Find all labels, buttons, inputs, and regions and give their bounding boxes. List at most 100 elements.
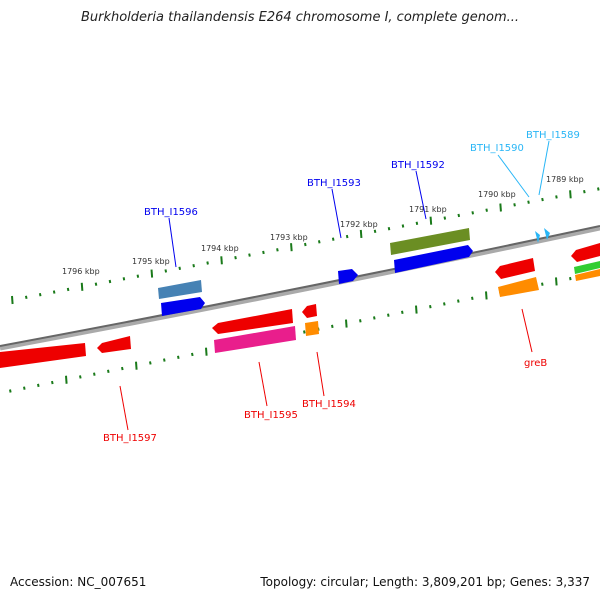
scale-tick (373, 229, 377, 233)
scale-tick (429, 216, 433, 225)
scale-tick (485, 291, 488, 300)
gene-BTH_I1596-feature[interactable] (158, 280, 202, 299)
gene-BTH_I1597-feature[interactable] (0, 343, 86, 368)
scale-tick (121, 366, 124, 371)
gene-label[interactable]: BTH_I1592 (391, 160, 445, 171)
scale-tick (331, 324, 334, 329)
scale-tick (569, 276, 572, 281)
scale-label: 1791 kbp (409, 205, 447, 214)
scale-tick (149, 361, 152, 365)
gene-label[interactable]: BTH_I1595 (244, 410, 298, 421)
scale-tick (583, 189, 586, 194)
gene-label[interactable]: BTH_I1589 (526, 130, 580, 141)
scale-tick (541, 282, 544, 286)
scale-tick (206, 261, 209, 265)
scale-tick (37, 383, 40, 388)
gene-right-red[interactable] (571, 243, 600, 262)
gene-right-green[interactable] (574, 261, 600, 274)
topology-text: Topology: circular; Length: 3,809,201 bp… (260, 575, 590, 589)
gene-BTH_I1592[interactable] (394, 245, 473, 273)
scale-tick (192, 263, 195, 268)
gene-label[interactable]: BTH_I1596 (144, 207, 198, 218)
scale-tick (38, 293, 42, 297)
gene-BTH_I1592-feature[interactable] (390, 228, 470, 255)
gene-BTH_I1596[interactable] (161, 297, 205, 316)
gene-BTH_I1594[interactable] (302, 304, 317, 318)
gene-BTH_I1590[interactable] (535, 231, 540, 243)
backbone (0, 225, 600, 351)
scale-tick (569, 190, 572, 199)
scale-tick (373, 316, 376, 320)
gene-label[interactable]: greB (524, 358, 547, 369)
scale-tick (234, 256, 237, 260)
scale-tick (415, 221, 419, 226)
gene-label[interactable]: BTH_I1594 (302, 399, 356, 410)
gene-BTH_I1597[interactable] (97, 336, 131, 353)
scale-label: 1790 kbp (478, 190, 516, 199)
map-title: Burkholderia thailandensis E264 chromoso… (80, 10, 520, 25)
gene-greB[interactable] (495, 258, 535, 279)
gene-BTH_I1595-feature[interactable] (214, 326, 296, 353)
scale-tick (136, 274, 140, 278)
gene-BTH_I1595[interactable] (212, 309, 293, 334)
scale-tick (94, 282, 98, 286)
scale-tick (499, 203, 502, 212)
scale-tick (415, 305, 418, 314)
scale-tick (164, 269, 168, 273)
scale-tick (331, 237, 335, 241)
scale-label: 1792 kbp (340, 220, 378, 229)
scale-tick (135, 361, 138, 370)
accession-text: Accession: NC_007651 (10, 575, 147, 589)
scale-tick (513, 203, 516, 207)
scale-tick (555, 195, 558, 199)
scale-tick (290, 243, 293, 252)
scale-tick (303, 330, 306, 334)
gene-greB-feature[interactable] (498, 277, 539, 297)
scale-tick (485, 208, 488, 212)
scale-label: 1795 kbp (132, 257, 170, 266)
scale-tick (248, 253, 251, 257)
scale-tick (471, 211, 475, 215)
gene-label[interactable]: BTH_I1597 (103, 433, 157, 444)
gene-BTH_I1593[interactable] (338, 269, 358, 284)
scale-tick (93, 372, 96, 376)
scale-tick (262, 250, 265, 255)
gene-label[interactable]: BTH_I1593 (307, 178, 361, 189)
scale-tick (443, 216, 447, 220)
scale-label: 1794 kbp (201, 244, 239, 253)
scale-tick (177, 355, 180, 359)
scale-tick (401, 310, 404, 315)
scale-tick (527, 200, 530, 204)
scale-tick (387, 313, 390, 317)
scale-tick (23, 386, 26, 390)
scale-tick (387, 226, 391, 231)
scale-label: 1789 kbp (546, 175, 584, 184)
scale-tick (65, 375, 68, 384)
scale-tick (163, 358, 166, 362)
gene-label[interactable]: BTH_I1590 (470, 143, 524, 154)
genes (0, 228, 600, 368)
scale-tick (220, 256, 223, 265)
scale-tick (555, 277, 558, 286)
scale-tick (471, 296, 474, 300)
scale-tick (597, 187, 600, 191)
scale-tick (178, 266, 182, 270)
scale-tick (24, 295, 28, 300)
scale-tick (345, 234, 349, 239)
gene-BTH_I1594-feature[interactable] (305, 321, 319, 336)
scale-tick (276, 248, 279, 252)
scale-tick (11, 295, 14, 305)
scale-tick (304, 242, 307, 247)
scale-tick (79, 375, 82, 379)
scale-tick (80, 282, 84, 291)
scale-tick (51, 380, 54, 385)
gene-BTH_I1589[interactable] (544, 228, 550, 240)
gene-right-orange[interactable] (575, 269, 600, 281)
scale-tick (317, 240, 321, 244)
scale-tick (345, 319, 348, 328)
scale-label: 1793 kbp (270, 233, 308, 242)
scale-tick (191, 352, 194, 357)
scale-tick (401, 224, 405, 228)
